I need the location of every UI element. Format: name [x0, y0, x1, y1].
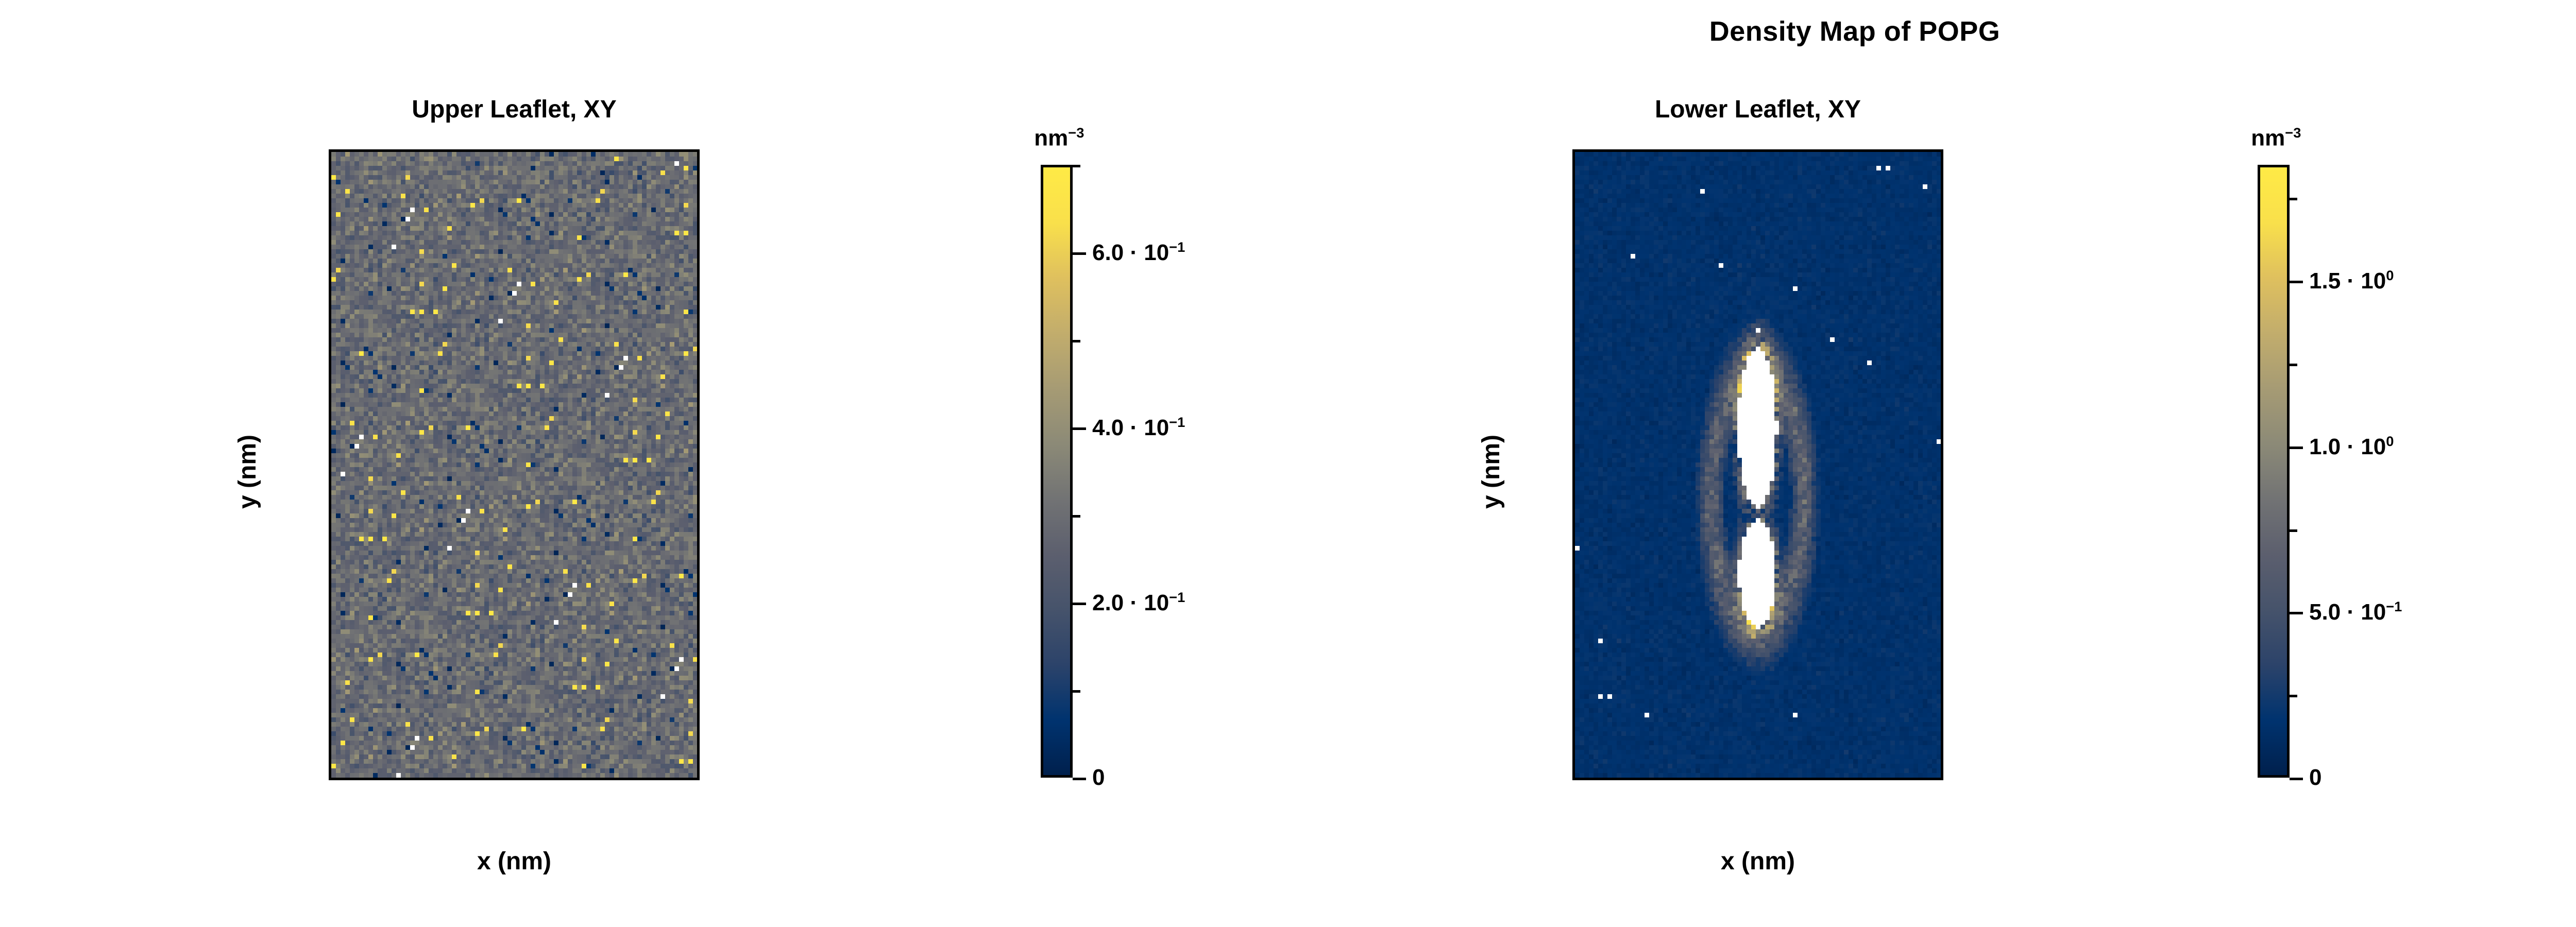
- panel-transversal-view: Transversal View, YZ −5050510 y (nm) z (…: [0, 0, 2576, 927]
- figure-canvas: Density Map of POPG Upper Leaflet, XY 02…: [0, 0, 2576, 927]
